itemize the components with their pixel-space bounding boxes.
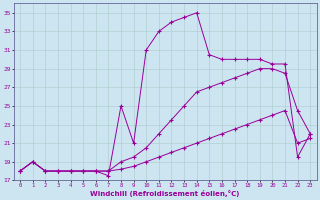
X-axis label: Windchill (Refroidissement éolien,°C): Windchill (Refroidissement éolien,°C) xyxy=(91,190,240,197)
